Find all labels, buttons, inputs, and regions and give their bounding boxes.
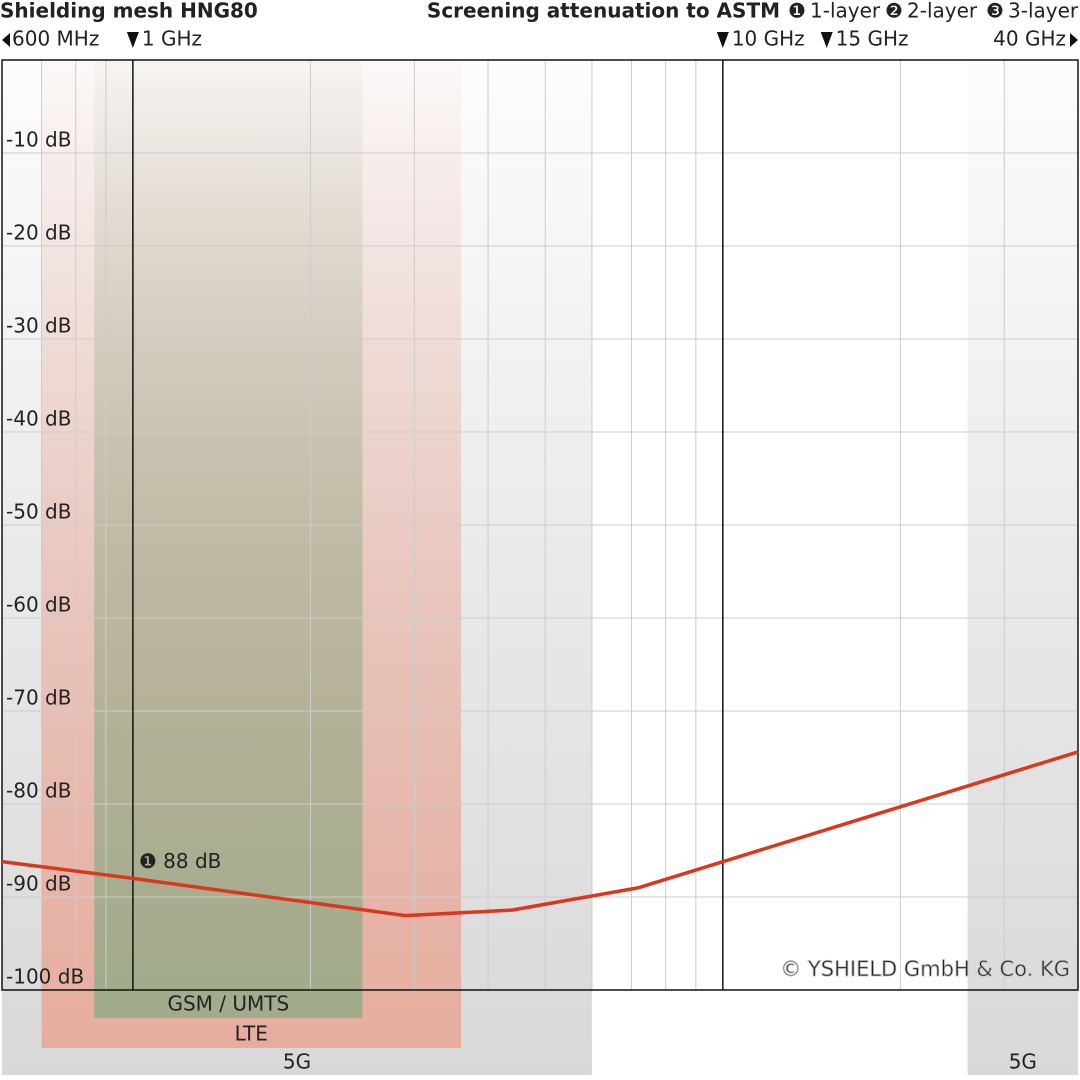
legend-label: 2-layer bbox=[907, 0, 978, 23]
band-label: LTE bbox=[235, 1022, 268, 1046]
legend-label: 1-layer bbox=[810, 0, 881, 23]
x-tick-label: 600 MHz bbox=[12, 27, 99, 51]
y-tick-label: -30 dB bbox=[6, 314, 71, 338]
x-tick-label: 10 GHz bbox=[732, 27, 805, 51]
y-tick-label: -90 dB bbox=[6, 872, 71, 896]
legend-marker: ❶ bbox=[788, 0, 806, 23]
x-tick-marker bbox=[820, 32, 833, 48]
y-tick-label: -20 dB bbox=[6, 221, 71, 245]
legend-label: 3-layer bbox=[1008, 0, 1079, 23]
legend-marker: ❷ bbox=[885, 0, 903, 23]
y-tick-label: -60 dB bbox=[6, 593, 71, 617]
x-tick-label: 40 GHz bbox=[993, 27, 1066, 51]
x-tick-marker bbox=[1070, 33, 1078, 47]
x-tick-label: 15 GHz bbox=[836, 27, 909, 51]
band-label: GSM / UMTS bbox=[167, 992, 289, 1016]
y-tick-label: -70 dB bbox=[6, 686, 71, 710]
band bbox=[94, 60, 363, 1018]
annotation: ❶ 88 dB bbox=[139, 849, 222, 873]
chart-title: Shielding mesh HNG80 bbox=[0, 0, 258, 23]
legend-marker: ❸ bbox=[986, 0, 1004, 23]
y-tick-label: -10 dB bbox=[6, 128, 71, 152]
x-tick-marker bbox=[716, 32, 729, 48]
chart-subtitle: Screening attenuation to ASTM bbox=[427, 0, 780, 23]
y-tick-label: -80 dB bbox=[6, 779, 71, 803]
y-tick-label: -50 dB bbox=[6, 500, 71, 524]
band-label: 5G bbox=[1009, 1050, 1037, 1074]
copyright: © YSHIELD GmbH & Co. KG bbox=[780, 957, 1070, 981]
y-tick-label: -100 dB bbox=[6, 965, 84, 989]
plot-frame bbox=[1, 59, 1079, 991]
x-tick-marker bbox=[2, 33, 10, 47]
x-tick-label: 1 GHz bbox=[142, 27, 202, 51]
band bbox=[967, 60, 1078, 1075]
y-tick-label: -40 dB bbox=[6, 407, 71, 431]
bands bbox=[2, 60, 1078, 1075]
series-line bbox=[1, 750, 1079, 918]
x-tick-marker bbox=[126, 32, 139, 48]
band-label: 5G bbox=[283, 1050, 311, 1074]
